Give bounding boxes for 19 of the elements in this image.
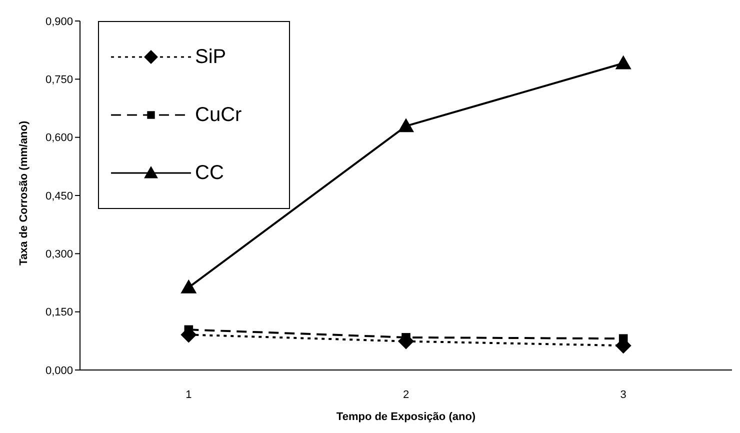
y-tick-label: 0,150 bbox=[45, 306, 73, 319]
y-tick-label: 0,900 bbox=[45, 16, 73, 28]
point bbox=[398, 118, 414, 132]
y-tick-label: 0,600 bbox=[45, 132, 73, 144]
x-axis-title: Tempo de Exposição (ano) bbox=[336, 411, 476, 423]
point bbox=[180, 279, 197, 294]
x-tick-label: 3 bbox=[620, 388, 626, 401]
x-tick-label: 2 bbox=[402, 388, 410, 401]
y-tick-label: 0,000 bbox=[45, 364, 73, 377]
y-tick-label: 0,300 bbox=[45, 248, 73, 261]
legend-label: SiP bbox=[195, 46, 226, 68]
point bbox=[615, 55, 632, 70]
legend-label: CuCr bbox=[195, 104, 242, 126]
x-tick-label: 1 bbox=[186, 388, 192, 401]
y-tick-label: 0,750 bbox=[45, 74, 73, 86]
y-tick-label: 0,450 bbox=[45, 190, 73, 202]
point bbox=[618, 334, 628, 343]
legend-label: CC bbox=[195, 162, 224, 184]
y-axis-title: Taxa de Corrosão (mm/ano) bbox=[18, 120, 30, 266]
